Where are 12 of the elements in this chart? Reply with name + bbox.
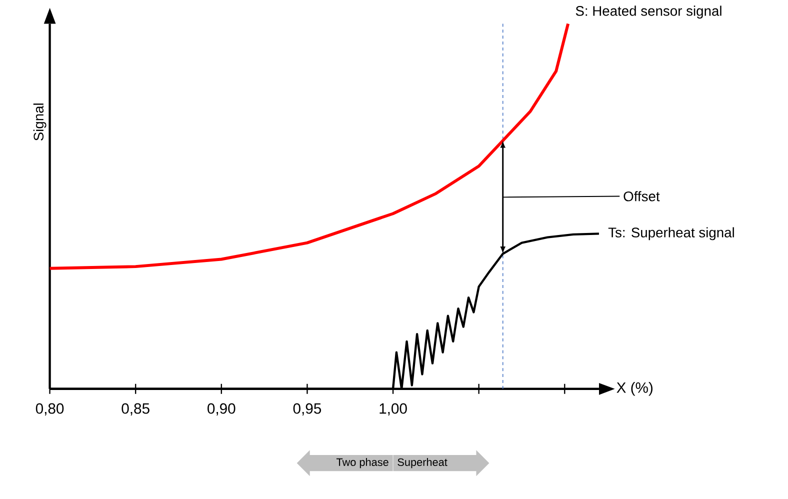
text: Offset (624, 191, 660, 202)
x-axis-title: X (%) (616, 382, 652, 396)
text: Superheat (398, 458, 448, 468)
y-axis-title: Signal (33, 104, 46, 141)
x-tick-label: 0,80 (36, 403, 64, 416)
x-tick-label: 1,00 (380, 403, 407, 416)
series-label: S: Heated sensor signal (576, 6, 722, 19)
text: Two phase (336, 458, 388, 468)
series-label: Ts: Superheat signal (608, 227, 734, 240)
x-tick-label: 0,95 (293, 403, 322, 416)
x-tick-label: 0,85 (122, 403, 150, 416)
x-tick-label: 0,90 (208, 403, 236, 416)
